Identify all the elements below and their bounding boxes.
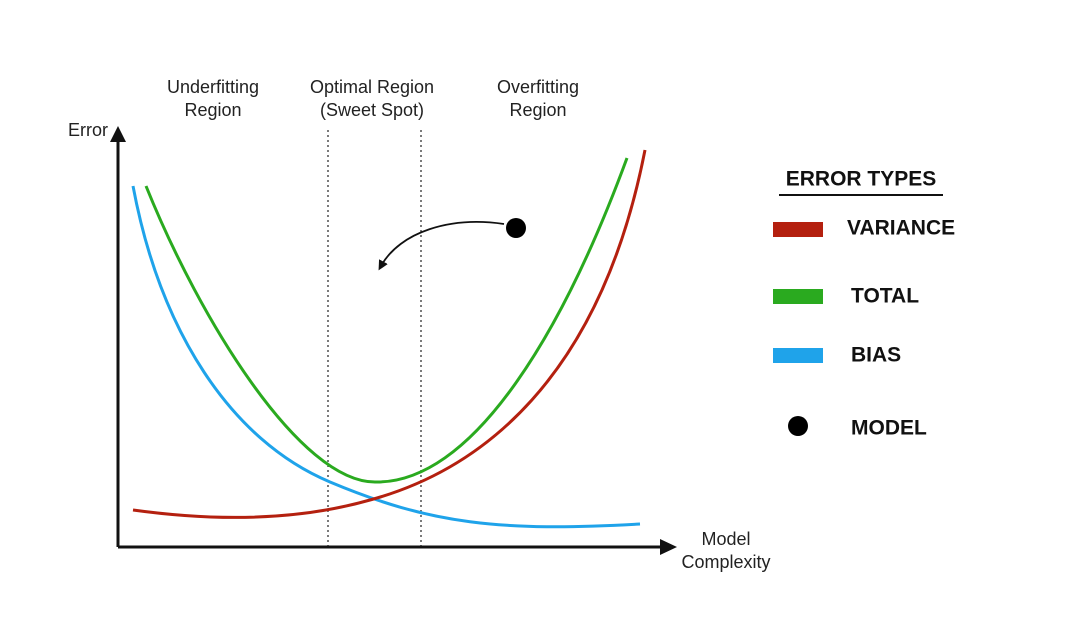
legend-title: ERROR TYPES (786, 168, 937, 191)
legend-swatch (788, 416, 808, 436)
legend-swatch (773, 222, 823, 237)
legend-label: MODEL (851, 417, 927, 440)
x-axis-label: Model (701, 529, 750, 549)
variance-curve (132, 149, 647, 519)
move-arrow (378, 221, 505, 271)
model-point (506, 218, 526, 238)
x-axis-arrow (660, 539, 677, 555)
region-label: Underfitting (167, 77, 259, 97)
region-label: Region (509, 100, 566, 120)
x-axis-label: Complexity (681, 552, 770, 572)
legend-label: VARIANCE (847, 217, 955, 240)
region-label: Overfitting (497, 77, 579, 97)
legend-swatch (773, 348, 823, 363)
legend-swatch (773, 289, 823, 304)
legend-label: BIAS (851, 344, 901, 367)
bias-curve (131, 185, 641, 529)
y-axis-arrow (110, 126, 126, 142)
region-label: (Sweet Spot) (320, 100, 424, 120)
region-label: Region (184, 100, 241, 120)
y-axis-label: Error (68, 120, 108, 140)
legend-label: TOTAL (851, 285, 919, 308)
region-label: Optimal Region (310, 77, 434, 97)
total-curve (144, 157, 629, 484)
